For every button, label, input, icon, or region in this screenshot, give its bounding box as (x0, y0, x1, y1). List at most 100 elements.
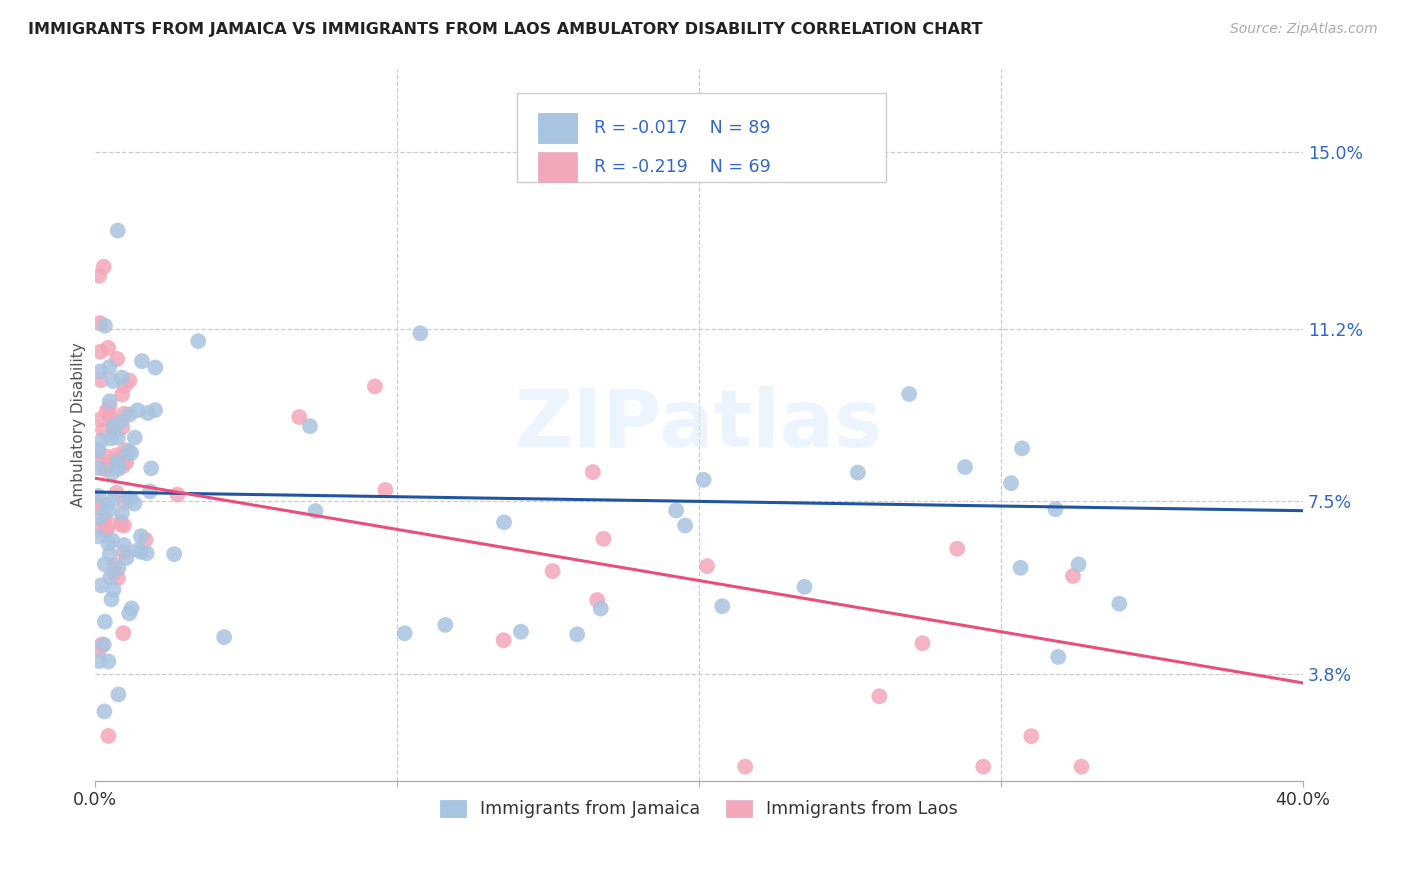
Point (93, 462, 115, 476)
Point (97, 537, 120, 551)
Y-axis label: Ambulatory Disability: Ambulatory Disability (72, 343, 86, 507)
Point (118, 374, 141, 388)
Point (89, 523, 111, 537)
Point (98, 400, 121, 414)
Point (115, 455, 138, 469)
Point (953, 460, 976, 475)
Point (98, 547, 121, 561)
Point (105, 351, 128, 366)
Point (87, 489, 110, 503)
Point (492, 516, 515, 530)
Point (143, 360, 166, 375)
Point (124, 431, 146, 445)
Text: IMMIGRANTS FROM JAMAICA VS IMMIGRANTS FROM LAOS AMBULATORY DISABILITY CORRELATIO: IMMIGRANTS FROM JAMAICA VS IMMIGRANTS FR… (28, 22, 983, 37)
Point (97, 655, 120, 669)
Point (94, 615, 117, 629)
Legend: Immigrants from Jamaica, Immigrants from Laos: Immigrants from Jamaica, Immigrants from… (433, 793, 965, 825)
Point (93, 638, 115, 652)
Text: R = -0.219    N = 69: R = -0.219 N = 69 (593, 159, 770, 177)
Point (117, 491, 139, 506)
Point (141, 461, 163, 475)
Point (90, 373, 112, 387)
Point (104, 453, 127, 467)
Point (696, 559, 718, 574)
Point (91, 423, 114, 437)
Point (1010, 561, 1032, 575)
Point (100, 592, 122, 607)
Text: Source: ZipAtlas.com: Source: ZipAtlas.com (1230, 22, 1378, 37)
Point (1070, 760, 1092, 774)
Point (509, 624, 531, 639)
Point (98, 570, 121, 584)
Point (107, 561, 129, 575)
Point (93, 260, 115, 274)
Point (673, 518, 696, 533)
Point (898, 387, 921, 401)
Point (129, 529, 152, 543)
Point (97, 503, 120, 517)
Point (163, 547, 186, 561)
Point (112, 545, 135, 559)
Point (298, 419, 321, 434)
Point (90, 578, 112, 592)
Point (1019, 729, 1042, 743)
Point (98, 409, 121, 423)
Bar (538, 113, 576, 143)
Point (89, 510, 111, 524)
Point (111, 506, 134, 520)
Point (112, 450, 135, 465)
Point (87, 496, 110, 510)
Point (374, 483, 396, 497)
Point (100, 431, 122, 445)
Point (136, 406, 159, 420)
Point (98, 360, 121, 375)
Point (111, 420, 134, 434)
Point (89, 412, 111, 426)
Point (911, 636, 934, 650)
Point (107, 571, 129, 585)
Point (120, 446, 142, 460)
Point (94, 461, 117, 475)
Point (111, 370, 134, 384)
Point (105, 448, 128, 462)
Point (110, 517, 132, 532)
Point (105, 459, 128, 474)
Text: ZIPatlas: ZIPatlas (515, 385, 883, 464)
Point (131, 354, 153, 368)
Point (1067, 558, 1090, 572)
Point (212, 630, 235, 644)
Point (107, 461, 129, 475)
Point (107, 430, 129, 444)
Point (89, 654, 111, 668)
Point (115, 550, 138, 565)
Point (120, 601, 142, 615)
Point (118, 408, 141, 422)
Point (101, 533, 124, 548)
Point (582, 465, 605, 479)
Point (1108, 597, 1130, 611)
Point (394, 626, 416, 640)
Point (87, 443, 110, 458)
Point (124, 497, 146, 511)
Point (89, 453, 111, 467)
Point (117, 444, 139, 458)
Point (304, 504, 326, 518)
Point (118, 607, 141, 621)
Point (96, 522, 118, 536)
Point (586, 593, 609, 607)
Point (107, 223, 129, 237)
Point (135, 546, 157, 560)
Point (97, 729, 120, 743)
Point (868, 690, 890, 704)
Text: R = -0.017    N = 89: R = -0.017 N = 89 (593, 120, 770, 137)
Point (112, 626, 135, 640)
Point (734, 760, 756, 774)
Point (288, 410, 311, 425)
Point (711, 599, 734, 614)
Point (127, 403, 149, 417)
Point (89, 268, 111, 283)
Point (97, 341, 120, 355)
Point (90, 434, 112, 448)
Point (120, 491, 142, 506)
Point (692, 473, 714, 487)
